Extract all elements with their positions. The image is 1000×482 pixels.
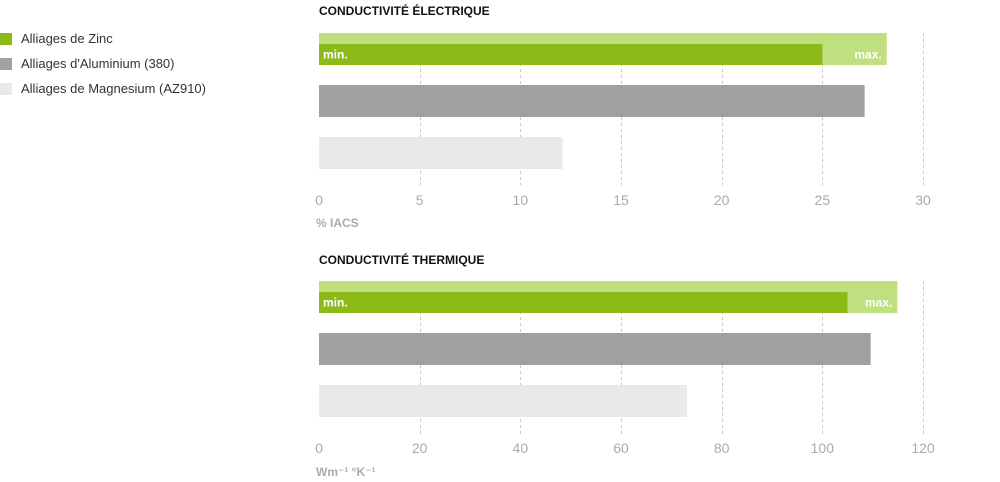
label-thermal-min: min.: [323, 296, 348, 310]
legend-label-magnesium: Alliages de Magnesium (AZ910): [21, 81, 206, 96]
tick-label-electrical-15: 15: [613, 192, 629, 208]
tick-label-thermal-100: 100: [811, 440, 835, 456]
tick-label-thermal-60: 60: [613, 440, 629, 456]
chart-title-electrical: CONDUCTIVITÉ ÉLECTRIQUE: [319, 3, 490, 18]
bar-electrical-aluminium: [319, 85, 865, 117]
tick-label-thermal-0: 0: [315, 440, 323, 456]
tick-label-electrical-5: 5: [416, 192, 424, 208]
bar-thermal-aluminium: [319, 333, 871, 365]
bar-electrical-zinc-min: [319, 44, 823, 65]
x-axis-label-electrical: % IACS: [316, 216, 359, 230]
tick-label-thermal-20: 20: [412, 440, 428, 456]
tick-label-thermal-120: 120: [911, 440, 935, 456]
chart-thermal-conductivity: CONDUCTIVITÉ THERMIQUE Wm⁻¹ °K⁻¹ 0 20 40 60…: [315, 252, 935, 479]
label-electrical-min: min.: [323, 48, 348, 62]
legend-swatch-magnesium: [0, 83, 12, 95]
tick-label-electrical-0: 0: [315, 192, 323, 208]
tick-label-electrical-25: 25: [815, 192, 831, 208]
tick-label-thermal-80: 80: [714, 440, 730, 456]
chart-title-thermal: CONDUCTIVITÉ THERMIQUE: [319, 252, 484, 267]
tick-label-electrical-30: 30: [915, 192, 931, 208]
bar-thermal-magnesium: [319, 385, 687, 417]
legend-swatch-zinc: [0, 33, 12, 45]
legend-swatch-aluminium: [0, 58, 12, 70]
tick-label-thermal-40: 40: [513, 440, 529, 456]
x-axis-label-thermal: Wm⁻¹ °K⁻¹: [316, 465, 375, 479]
legend-label-zinc: Alliages de Zinc: [21, 31, 113, 46]
bar-electrical-magnesium: [319, 137, 563, 169]
chart-electrical-conductivity: CONDUCTIVITÉ ÉLECTRIQUE % IACS 0 5 10 15 20 2…: [315, 3, 931, 230]
tick-label-electrical-10: 10: [513, 192, 529, 208]
tick-label-electrical-20: 20: [714, 192, 730, 208]
legend-label-aluminium: Alliages d'Aluminium (380): [21, 56, 175, 71]
bar-thermal-zinc-min: [319, 292, 848, 313]
label-electrical-max: max.: [854, 48, 881, 62]
label-thermal-max: max.: [865, 296, 892, 310]
